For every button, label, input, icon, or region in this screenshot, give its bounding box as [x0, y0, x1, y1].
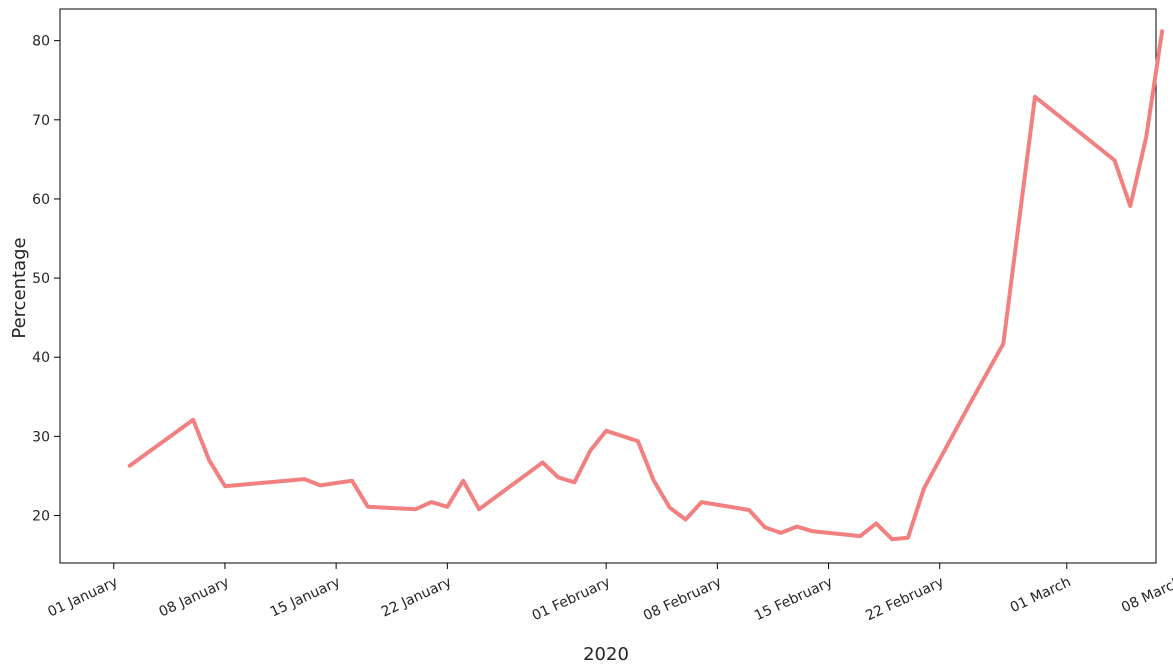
y-tick-label: 60: [32, 192, 50, 208]
y-tick-label: 30: [32, 429, 50, 445]
y-tick-label: 40: [32, 350, 50, 366]
y-axis: 20 30 40 50 60 70 80: [32, 34, 60, 525]
x-tick-label: 22 February: [863, 574, 946, 624]
x-tick-label: 15 January: [268, 574, 343, 620]
x-tick-label: 22 January: [379, 574, 454, 620]
y-tick-label: 20: [32, 509, 50, 525]
x-tick-label: 01 February: [530, 574, 613, 624]
y-tick-label: 50: [32, 271, 50, 287]
x-tick-label: 01 March: [1008, 574, 1074, 616]
x-tick-label: 08 January: [157, 574, 232, 620]
x-axis: 01 January 08 January 15 January 22 January…: [45, 563, 1173, 624]
y-axis-title: Percentage: [9, 237, 30, 338]
plot-area: [59, 8, 1157, 564]
x-tick-label: 01 January: [45, 574, 120, 620]
series-line: [127, 29, 1165, 542]
y-tick-label: 70: [32, 113, 50, 129]
y-tick-label: 80: [32, 34, 50, 50]
x-tick-label: 15 February: [752, 574, 835, 624]
x-tick-label: 08 March: [1119, 574, 1173, 616]
x-axis-title: 2020: [583, 644, 629, 665]
x-tick-label: 08 February: [641, 574, 724, 624]
